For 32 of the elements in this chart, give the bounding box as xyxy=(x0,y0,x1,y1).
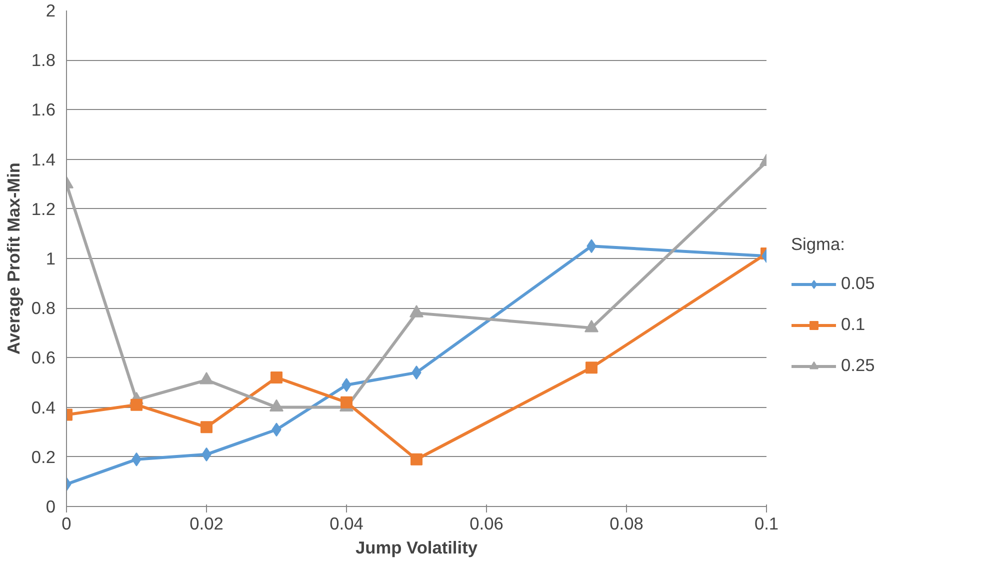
x-axis-title: Jump Volatility xyxy=(356,538,478,558)
x-tick-label: 0.02 xyxy=(190,514,224,534)
legend-title: Sigma: xyxy=(791,234,846,255)
legend-label: 0.1 xyxy=(841,314,866,335)
x-tick-label: 0.08 xyxy=(610,514,644,534)
point xyxy=(410,453,422,466)
point xyxy=(270,372,282,384)
point xyxy=(200,372,214,384)
point xyxy=(340,396,352,408)
legend-label: 0.05 xyxy=(841,273,875,294)
x-tick-label: 0.06 xyxy=(470,514,504,534)
y-tick-label: 1.2 xyxy=(31,198,56,219)
legend-label: 0.25 xyxy=(841,355,875,376)
y-axis-title: Average Profit Max-Min xyxy=(3,162,24,354)
point xyxy=(586,362,598,374)
x-tick-label: 0 xyxy=(62,514,72,534)
y-tick-label: 0.4 xyxy=(31,397,56,418)
y-tick-label: 1 xyxy=(46,248,56,268)
y-tick-label: 1.6 xyxy=(31,100,56,120)
y-tick-label: 0.6 xyxy=(31,348,56,368)
y-tick-label: 0.8 xyxy=(31,298,56,318)
point xyxy=(130,398,142,411)
y-tick-label: 1.4 xyxy=(31,149,56,170)
point xyxy=(584,320,598,332)
x-tick-label: 0.1 xyxy=(754,514,779,534)
point xyxy=(200,421,212,434)
y-tick-label: 2 xyxy=(46,0,56,20)
y-tick-label: 1.8 xyxy=(31,50,56,70)
y-tick-label: 0 xyxy=(46,496,56,516)
point xyxy=(410,305,424,318)
x-tick-label: 0.04 xyxy=(330,514,364,534)
y-tick-label: 0.2 xyxy=(31,446,56,467)
